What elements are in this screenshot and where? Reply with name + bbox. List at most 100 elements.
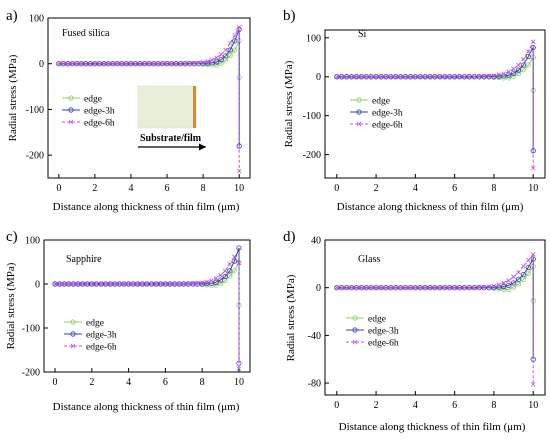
y-tick-label: 0 xyxy=(39,59,44,70)
data-point-edge-6h xyxy=(191,60,197,66)
data-point-edge-6h xyxy=(128,61,134,66)
data-point-edge-3h xyxy=(506,72,512,78)
legend-label-edge-3h: edge-3h xyxy=(372,109,403,119)
data-point-edge-6h xyxy=(227,40,233,46)
y-tick-label: 0 xyxy=(316,283,321,294)
data-point-edge-6h xyxy=(530,39,536,44)
data-point-edge-6h xyxy=(236,168,242,174)
data-point-edge-6h xyxy=(57,281,62,287)
data-point-edge-6h xyxy=(427,285,433,290)
data-point-edge-6h xyxy=(472,285,477,290)
data-point-edge-6h xyxy=(236,366,242,371)
series-line-edge-6h xyxy=(55,255,240,369)
x-tick-label: 6 xyxy=(165,183,170,194)
data-point-edge-6h xyxy=(232,33,237,38)
data-point-edge-6h xyxy=(222,268,228,274)
data-point-edge-6h xyxy=(462,74,467,80)
data-point-edge-6h xyxy=(160,61,165,66)
data-point-edge-6h xyxy=(501,71,507,76)
data-point-edge-6h xyxy=(119,61,125,66)
y-tick-label: -80 xyxy=(308,379,321,390)
data-point-edge-6h xyxy=(344,285,349,290)
data-point-edge-6h xyxy=(476,74,482,79)
data-point-edge-6h xyxy=(393,285,398,290)
x-axis-label: Distance along thickness of thin film (μ… xyxy=(337,201,524,213)
data-point-edge-6h xyxy=(530,165,536,171)
x-tick-label: 10 xyxy=(234,377,244,388)
y-tick-label: -200 xyxy=(26,151,44,162)
data-point-edge-6h xyxy=(422,74,428,80)
data-point-edge xyxy=(525,270,531,276)
x-tick-label: 0 xyxy=(53,377,58,388)
data-point-edge xyxy=(214,62,220,68)
data-point-edge-3h xyxy=(227,47,233,53)
series-line-edge-3h xyxy=(55,247,240,364)
data-point-edge-6h xyxy=(98,281,104,287)
data-point-edge-6h xyxy=(359,74,364,80)
data-point-edge-6h xyxy=(363,285,369,290)
data-point-edge-6h xyxy=(373,285,379,290)
legend-marker-edge xyxy=(68,95,74,101)
data-point-edge-6h xyxy=(432,285,438,290)
data-point-edge-6h xyxy=(79,61,84,66)
legend-label-edge-6h: edge-6h xyxy=(84,119,115,129)
data-point-edge-6h xyxy=(476,285,482,290)
y-tick-label: 0 xyxy=(35,280,40,291)
legend-marker-edge xyxy=(352,315,358,321)
data-point-edge-6h xyxy=(363,74,369,80)
data-point-edge-6h xyxy=(218,52,224,57)
data-point-edge-6h xyxy=(178,61,183,66)
plot-frame xyxy=(43,239,251,373)
data-point-edge-6h xyxy=(181,281,187,287)
data-point-edge-6h xyxy=(516,62,521,68)
y-axis-label: Radial stress (MPa) xyxy=(285,274,297,361)
x-tick-label: 8 xyxy=(491,183,496,194)
legend-marker-edge-3h xyxy=(70,331,76,337)
data-point-edge-6h xyxy=(496,282,502,287)
data-point-edge-6h xyxy=(164,61,170,66)
data-point-edge-6h xyxy=(106,61,111,66)
data-point-edge-6h xyxy=(205,59,210,64)
data-point-edge-6h xyxy=(467,74,472,80)
data-point-edge-6h xyxy=(133,61,138,66)
data-point-edge-6h xyxy=(190,281,196,286)
data-point-edge-6h xyxy=(368,285,374,290)
data-point-edge-6h xyxy=(186,281,191,286)
y-tick-label: -100 xyxy=(303,111,321,122)
data-point-edge-6h xyxy=(117,281,122,287)
data-point-edge-6h xyxy=(56,61,62,66)
data-point-edge-6h xyxy=(354,285,359,290)
data-point-edge-3h xyxy=(525,53,531,60)
y-tick-label: -100 xyxy=(26,105,44,116)
legend-label-edge: edge xyxy=(86,319,104,329)
data-point-edge-3h xyxy=(515,276,522,282)
data-point-edge-6h xyxy=(115,61,120,66)
series-line-edge xyxy=(58,40,240,78)
series-line-edge-6h xyxy=(336,41,534,169)
x-tick-label: 6 xyxy=(452,400,457,411)
series-line-edge xyxy=(336,264,534,301)
data-point-edge-3h xyxy=(236,245,242,251)
data-point-edge-6h xyxy=(398,74,403,80)
data-point-edge xyxy=(218,60,224,66)
data-point-edge-6h xyxy=(94,281,99,287)
data-point-edge-6h xyxy=(447,285,453,290)
data-point-edge-6h xyxy=(144,281,150,287)
legend-marker-edge-3h xyxy=(68,107,74,113)
data-point-edge-6h xyxy=(112,281,118,287)
legend-marker-edge-6h xyxy=(68,119,74,125)
y-tick-label: 100 xyxy=(306,33,321,44)
data-point-edge-6h xyxy=(196,60,201,66)
data-point-edge-6h xyxy=(140,281,145,287)
data-point-edge-6h xyxy=(408,74,413,80)
data-point-edge-6h xyxy=(521,56,526,62)
data-point-edge-6h xyxy=(52,281,58,287)
panel-b: b) 0 2 4 6 8 10 -200 -100 0 100 Distance along thic… xyxy=(283,8,546,213)
panel-c: c) 0 2 4 6 8 10 -200 -100 0 100 Distance along thic… xyxy=(5,229,251,413)
data-point-edge-6h xyxy=(526,49,531,54)
inset-substrate xyxy=(137,85,197,129)
x-axis-label: Distance along thickness of thin film (μ… xyxy=(53,201,240,213)
x-tick-label: 8 xyxy=(491,400,496,411)
x-tick-label: 8 xyxy=(201,183,206,194)
panel-a: a) 0 2 4 6 8 10 -200 -100 0 100 Distance along thic… xyxy=(6,8,251,213)
